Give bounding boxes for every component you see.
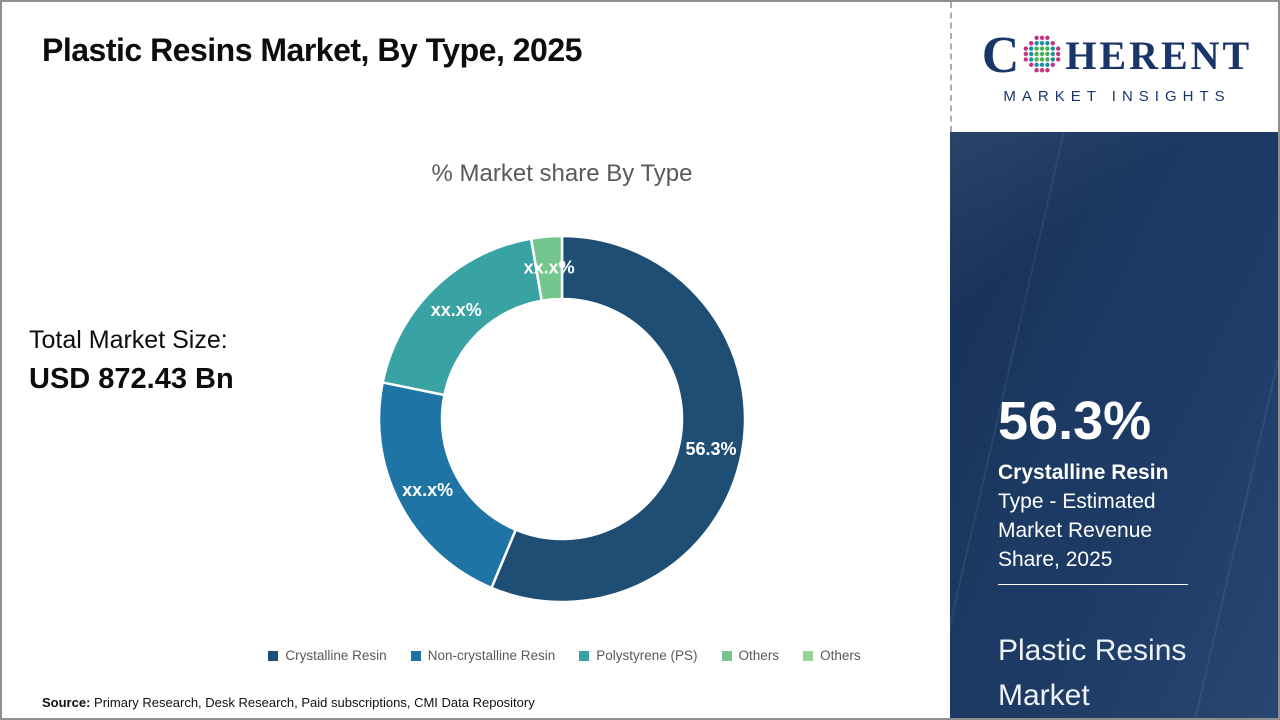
legend-swatch — [579, 650, 590, 661]
legend-swatch — [803, 650, 814, 661]
source-label: Source: — [42, 695, 91, 710]
donut-segment-label: xx.x% — [431, 300, 482, 320]
donut-chart: 56.3% xx.x% xx.x% xx.x% — [377, 234, 747, 604]
donut-segment — [490, 234, 747, 604]
sidebar-report-title: Plastic Resins Market — [998, 634, 1187, 712]
legend-label: Non-crystalline Resin — [427, 648, 556, 663]
brand-wordmark: C HERENT — [981, 26, 1253, 84]
legend-swatch — [721, 650, 732, 661]
total-market-label: Total Market Size: — [29, 326, 228, 354]
sidebar-stat-caption: Crystalline Resin Type - Estimated Marke… — [998, 461, 1169, 571]
legend-item: Crystalline Resin — [268, 648, 387, 663]
donut-segment-label: xx.x% — [402, 480, 453, 500]
donut-segment-label: 56.3% — [686, 439, 737, 459]
donut-segment-label: xx.x% — [524, 258, 575, 278]
chart-title: % Market share By Type — [431, 160, 693, 187]
chart-legend: Crystalline Resin Non-crystalline Resin Po… — [177, 648, 952, 663]
logo-subtitle: MARKET INSIGHTS — [1003, 87, 1231, 105]
legend-label: Others — [738, 648, 780, 663]
total-market-value: USD 872.43 Bn — [29, 363, 234, 395]
sidebar-divider — [998, 584, 1188, 585]
legend-swatch — [410, 650, 421, 661]
page-title: Plastic Resins Market, By Type, 2025 — [42, 32, 582, 68]
dotted-globe-icon — [1023, 35, 1061, 72]
donut-segment — [529, 234, 564, 302]
source-note: Source: Primary Research, Desk Research,… — [42, 695, 535, 710]
logo-letter-c: C — [981, 26, 1020, 84]
legend-label: Crystalline Resin — [285, 648, 387, 663]
legend-label: Polystyrene (PS) — [596, 648, 698, 663]
legend-item: Others — [803, 648, 861, 663]
total-market-size: Total Market Size: USD 872.43 Bn — [29, 326, 234, 396]
brand-logo: C HERENT MARKET INSIGHTS — [950, 2, 1278, 132]
source-text: Primary Research, Desk Research, Paid su… — [90, 695, 535, 710]
sidebar: 56.3% Crystalline Resin Type - Estimated… — [950, 132, 1278, 718]
legend-label: Others — [820, 648, 861, 663]
legend-item: Others — [721, 648, 780, 663]
legend-swatch — [268, 650, 279, 661]
legend-item: Non-crystalline Resin — [410, 648, 556, 663]
sidebar-stat-value: 56.3% — [998, 391, 1152, 451]
legend-item: Polystyrene (PS) — [579, 648, 698, 663]
logo-wordmark-text: HERENT — [1065, 32, 1253, 78]
